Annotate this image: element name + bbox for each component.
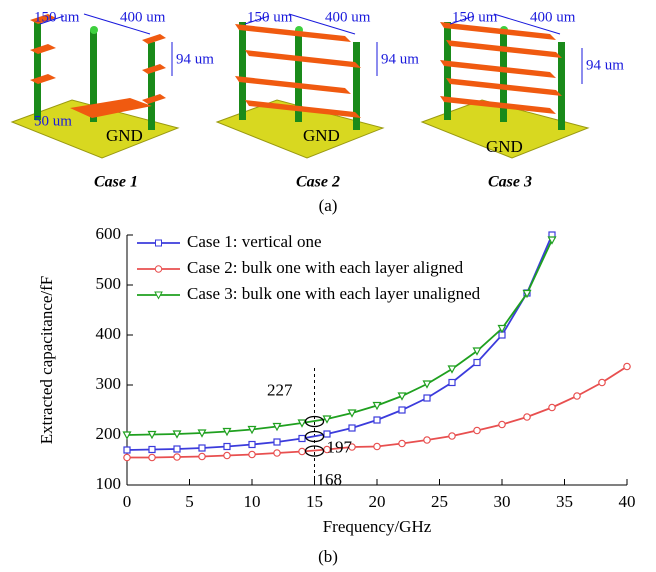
x-tick-label: 20: [369, 492, 386, 511]
x-tick-label: 15: [306, 492, 323, 511]
x-tick-label: 0: [123, 492, 132, 511]
y-tick-label: 300: [96, 374, 122, 393]
marker: [149, 447, 155, 453]
figure: 150 um 400 um 94 um 50 um GND Case 1 150…: [0, 0, 656, 572]
marker: [174, 454, 180, 460]
marker: [424, 395, 430, 401]
x-axis-label: Frequency/GHz: [323, 517, 432, 536]
case-caption: Case 1: [94, 174, 138, 191]
marker: [399, 440, 405, 446]
marker: [199, 453, 205, 459]
x-tick-label: 30: [494, 492, 511, 511]
annotation-label: 168: [317, 470, 343, 489]
page: {"figure": { "panels": [ {"dims": ["150 …: [0, 0, 656, 572]
legend-label: Case 1: vertical one: [187, 232, 322, 251]
y-tick-label: 400: [96, 324, 122, 343]
dim-label: 94 um: [381, 51, 419, 67]
marker: [274, 439, 280, 445]
marker: [549, 404, 555, 410]
legend-label: Case 3: bulk one with each layer unalign…: [187, 284, 481, 303]
marker: [374, 417, 380, 423]
marker: [449, 433, 455, 439]
marker: [249, 451, 255, 457]
case-caption: Case 3: [488, 174, 532, 191]
dim-label: 400 um: [325, 9, 371, 25]
marker: [249, 442, 255, 448]
x-tick-label: 35: [556, 492, 573, 511]
gnd-label: GND: [303, 126, 340, 145]
dim-label: 94 um: [176, 51, 214, 67]
legend-label: Case 2: bulk one with each layer aligned: [187, 258, 464, 277]
dim-label: 400 um: [530, 9, 576, 25]
y-tick-label: 500: [96, 274, 122, 293]
dim-label: 400 um: [120, 9, 166, 25]
y-tick-label: 200: [96, 424, 122, 443]
legend-marker: [155, 266, 161, 272]
x-tick-label: 40: [619, 492, 636, 511]
marker: [124, 447, 130, 453]
marker: [599, 379, 605, 385]
marker: [224, 444, 230, 450]
dim-label: 50 um: [34, 113, 72, 129]
gnd-label: GND: [106, 126, 143, 145]
marker: [224, 452, 230, 458]
marker: [199, 445, 205, 451]
marker: [274, 450, 280, 456]
marker: [574, 393, 580, 399]
panel-label: (a): [319, 196, 338, 215]
marker: [474, 360, 480, 366]
dim-label: 150 um: [452, 9, 498, 25]
marker: [424, 437, 430, 443]
annotation-label: 227: [267, 380, 293, 399]
plot-area: 100 200 300 400 500 600 0 5 10 15 20 25 30 35 40 Case 1…: [96, 224, 636, 511]
gnd-label: GND: [486, 137, 523, 156]
marker: [124, 454, 130, 460]
panel-label: (b): [318, 547, 338, 566]
marker: [174, 446, 180, 452]
case-2-illustration: [217, 22, 383, 158]
case-1-illustration: [12, 14, 178, 158]
marker: [149, 454, 155, 460]
marker: [374, 443, 380, 449]
x-tick-label: 25: [431, 492, 448, 511]
dim-label: 150 um: [247, 9, 293, 25]
case-caption: Case 2: [296, 174, 340, 191]
y-tick-label: 600: [96, 224, 122, 243]
marker: [624, 363, 630, 369]
x-tick-label: 10: [244, 492, 261, 511]
marker: [474, 427, 480, 433]
x-tick-label: 5: [185, 492, 194, 511]
marker: [399, 407, 405, 413]
marker: [324, 431, 330, 437]
dim-label: 94 um: [586, 57, 624, 73]
marker: [499, 421, 505, 427]
dim-label: 150 um: [34, 9, 80, 25]
marker: [524, 414, 530, 420]
marker: [449, 366, 456, 373]
annotation-label: 197: [327, 437, 353, 456]
marker: [449, 380, 455, 386]
y-tick-label: 100: [96, 474, 122, 493]
marker: [299, 448, 305, 454]
legend-marker: [156, 240, 162, 246]
marker: [299, 436, 305, 442]
y-axis-label: Extracted capacitance/fF: [37, 276, 56, 444]
marker: [349, 425, 355, 431]
